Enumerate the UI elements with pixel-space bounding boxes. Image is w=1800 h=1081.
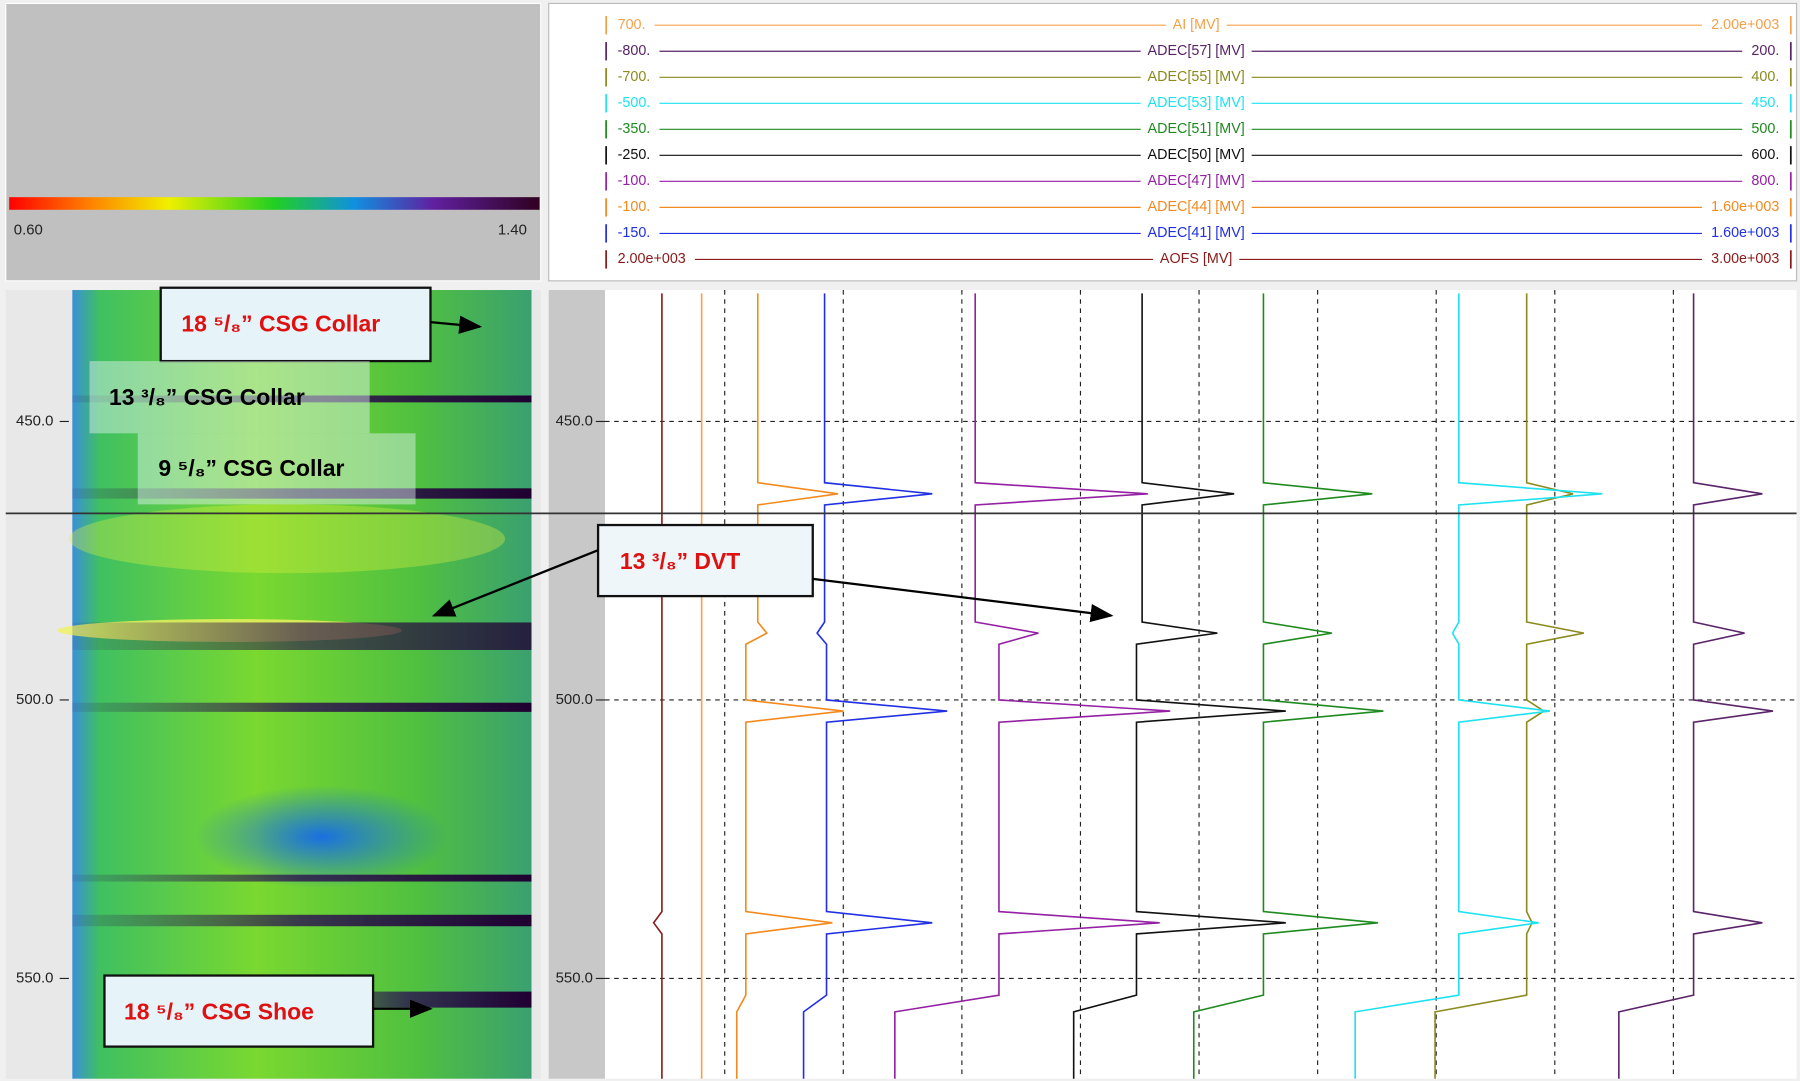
color-min: 0.60 — [14, 222, 43, 238]
annotation: 13 ³/₈” CSG Collar — [109, 384, 305, 410]
scale-left: -100. — [618, 173, 651, 189]
curve-name: ADEC[44] [MV] — [1148, 199, 1245, 215]
scale-right: 800. — [1751, 173, 1779, 189]
scale-left: 2.00e+003 — [618, 251, 686, 267]
color-panel — [6, 3, 541, 280]
scale-left: -150. — [618, 225, 651, 241]
curve-name: ADEC[57] [MV] — [1148, 43, 1245, 59]
scale-left: -500. — [618, 95, 651, 111]
scale-left: -700. — [618, 69, 651, 85]
scale-right: 1.60e+003 — [1711, 225, 1779, 241]
scale-right: 2.00e+003 — [1711, 17, 1779, 33]
depth-label: 450.0 — [556, 413, 593, 429]
curve-name: ADEC[41] [MV] — [1148, 225, 1245, 241]
scale-right: 1.60e+003 — [1711, 199, 1779, 215]
image-band — [72, 875, 531, 882]
scale-right: 400. — [1751, 69, 1779, 85]
image-band — [72, 703, 531, 712]
curve-name: AI [MV] — [1173, 17, 1220, 33]
curve-name: ADEC[53] [MV] — [1148, 95, 1245, 111]
image-blob — [69, 504, 505, 573]
scale-right: 500. — [1751, 121, 1779, 137]
scale-right: 450. — [1751, 95, 1779, 111]
depth-label: 500.0 — [16, 692, 53, 708]
scale-left: 700. — [618, 17, 646, 33]
annotation: 18 ⁵/₈” CSG Shoe — [124, 998, 314, 1024]
color-bar — [9, 197, 539, 210]
curve-name: ADEC[55] [MV] — [1148, 69, 1245, 85]
scale-left: -250. — [618, 147, 651, 163]
image-band — [72, 622, 531, 650]
annotation: 9 ⁵/₈” CSG Collar — [158, 455, 344, 481]
log-viewer: 0.60 1.40 18 ⁵/₈” CSG Collar 13 ³/₈” CSG… — [0, 0, 1800, 1081]
scale-left: -100. — [618, 199, 651, 215]
depth-label: 550.0 — [556, 970, 593, 986]
curve-track — [605, 290, 1797, 1079]
scale-right: 600. — [1751, 147, 1779, 163]
color-max: 1.40 — [498, 222, 527, 238]
annotation: 13 ³/₈” DVT — [620, 548, 740, 574]
curve-name: AOFS [MV] — [1160, 251, 1233, 267]
image-blob — [195, 785, 448, 888]
depth-strip — [549, 290, 605, 1079]
curve-name: ADEC[51] [MV] — [1148, 121, 1245, 137]
depth-label: 500.0 — [556, 692, 593, 708]
scale-left: -350. — [618, 121, 651, 137]
depth-label: 450.0 — [16, 413, 53, 429]
curve-name: ADEC[47] [MV] — [1148, 173, 1245, 189]
annotation: 18 ⁵/₈” CSG Collar — [181, 311, 380, 337]
scale-right: 3.00e+003 — [1711, 251, 1779, 267]
depth-label: 550.0 — [16, 970, 53, 986]
page: {"color_scale": {"min_label": "0.60", "m… — [0, 0, 1800, 1081]
curve-name: ADEC[50] [MV] — [1148, 147, 1245, 163]
scale-left: -800. — [618, 43, 651, 59]
image-band — [72, 915, 531, 926]
scale-right: 200. — [1751, 43, 1779, 59]
